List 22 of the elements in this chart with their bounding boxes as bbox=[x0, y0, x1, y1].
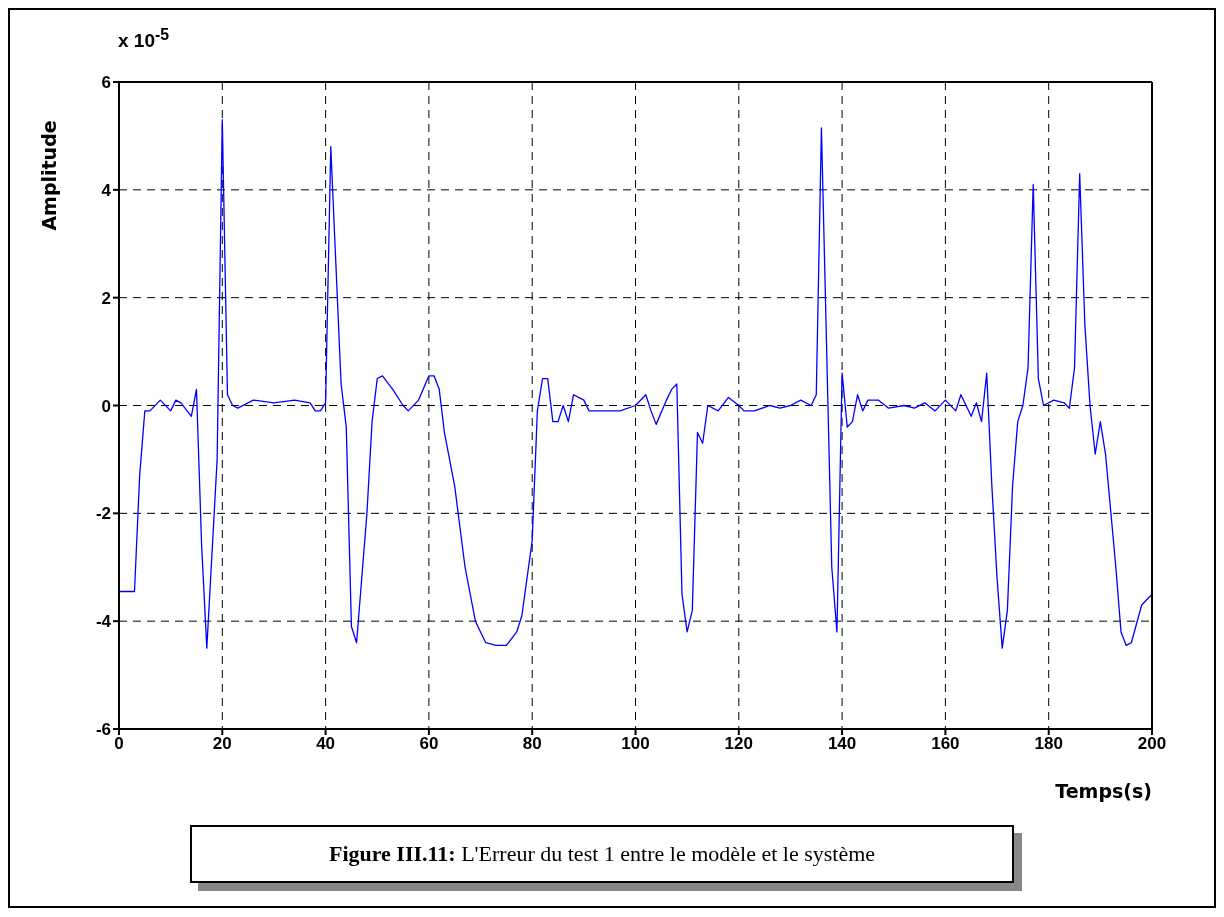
x-tick-label: 200 bbox=[1137, 734, 1167, 754]
x-tick-label: 20 bbox=[212, 734, 232, 754]
x-tick-label: 100 bbox=[621, 734, 650, 754]
x-tick-label: 180 bbox=[1034, 734, 1063, 754]
y-tick-label: 0 bbox=[101, 396, 111, 416]
y-tick-label: -6 bbox=[95, 720, 111, 740]
x-tick-label: 120 bbox=[724, 734, 753, 754]
text: Figure III.11: L'Erreur du test 1 entre le modèle et le système bbox=[328, 841, 876, 866]
x-tick-label: 160 bbox=[931, 734, 960, 754]
x-tick-label: 60 bbox=[419, 734, 439, 754]
x-tick-label: 40 bbox=[316, 734, 336, 754]
y-tick-label: 6 bbox=[101, 73, 111, 93]
y-tick-label: -2 bbox=[95, 504, 111, 524]
y-tick-label: -4 bbox=[95, 612, 112, 632]
y-tick-label: 2 bbox=[101, 288, 111, 308]
x-tick-label: 140 bbox=[827, 734, 857, 754]
text: x 10$^{-5}$ bbox=[118, 26, 170, 52]
x-axis-title: Temps(s) bbox=[1055, 780, 1152, 802]
line-series bbox=[119, 119, 1152, 649]
y-axis-title: Amplitude bbox=[37, 120, 60, 231]
x-tick-label: 80 bbox=[522, 734, 542, 754]
y-tick-label: 4 bbox=[101, 180, 112, 200]
